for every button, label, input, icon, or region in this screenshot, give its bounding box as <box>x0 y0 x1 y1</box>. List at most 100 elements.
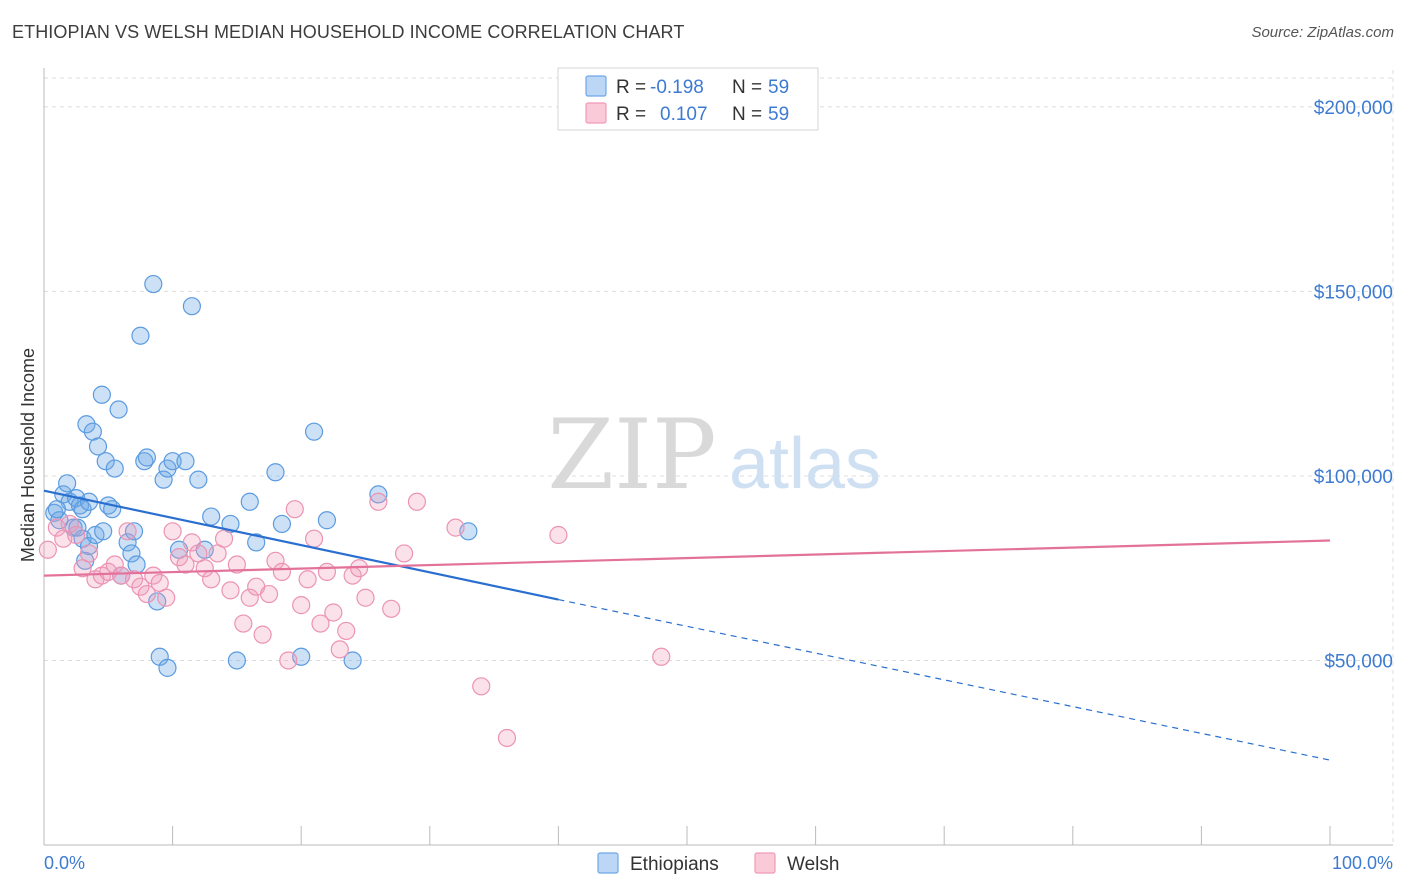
point-welsh <box>60 514 79 534</box>
point-ethiopians <box>158 658 177 677</box>
point-ethiopians <box>240 492 259 511</box>
legend-n-value-ethiopians: 59 <box>768 77 789 98</box>
y-tick-label: $50,000 <box>1324 651 1393 672</box>
point-welsh <box>176 555 195 574</box>
point-welsh <box>182 533 201 552</box>
legend-swatch-welsh <box>754 852 776 874</box>
legend-n-label: N = <box>732 77 762 98</box>
point-welsh <box>234 614 253 633</box>
point-ethiopians <box>58 474 77 493</box>
series-legend: Ethiopians Welsh <box>597 852 839 875</box>
legend-n-value-welsh: 59 <box>768 104 789 125</box>
point-welsh <box>292 596 311 615</box>
y-tick-labels: $50,000 $100,000 $150,000 $200,000 <box>1314 98 1393 673</box>
point-welsh <box>446 518 465 537</box>
point-ethiopians <box>144 274 163 294</box>
point-ethiopians <box>73 500 92 519</box>
chart-title: ETHIOPIAN VS WELSH MEDIAN HOUSEHOLD INCO… <box>12 22 685 42</box>
legend-label-ethiopians: Ethiopians <box>630 854 719 875</box>
point-ethiopians <box>317 511 337 530</box>
point-ethiopians <box>163 452 182 471</box>
point-welsh <box>337 621 356 641</box>
point-welsh <box>67 525 86 545</box>
point-ethiopians <box>343 651 362 670</box>
axes <box>43 68 1393 846</box>
point-welsh <box>317 562 337 582</box>
legend-r-value-ethiopians: -0.198 <box>650 77 704 98</box>
x-tick-label-min: 0.0% <box>44 853 85 873</box>
point-ethiopians <box>137 448 156 467</box>
point-ethiopians <box>154 470 173 489</box>
point-welsh <box>259 584 279 604</box>
point-welsh <box>118 522 137 541</box>
point-ethiopians <box>50 511 69 530</box>
point-ethiopians <box>227 651 246 670</box>
legend-swatch-welsh <box>585 102 607 124</box>
point-welsh <box>549 525 568 545</box>
point-welsh <box>253 625 272 644</box>
point-ethiopians <box>202 507 221 526</box>
point-welsh <box>272 562 292 582</box>
point-welsh <box>124 570 144 589</box>
point-welsh <box>157 588 176 607</box>
legend-r-value-welsh: 0.107 <box>660 104 708 125</box>
point-welsh <box>131 577 150 596</box>
point-welsh <box>221 581 240 600</box>
point-welsh <box>144 566 163 585</box>
point-ethiopians <box>148 592 167 611</box>
correlation-legend: R = -0.198 N = 59 R = 0.107 N = 59 <box>557 67 819 131</box>
point-ethiopians <box>105 459 124 478</box>
point-welsh <box>652 647 671 666</box>
point-ethiopians <box>127 555 146 574</box>
point-ethiopians <box>92 385 111 404</box>
point-ethiopians <box>122 544 141 563</box>
point-ethiopians <box>94 522 113 541</box>
point-welsh <box>38 540 57 559</box>
point-welsh <box>298 570 317 589</box>
point-ethiopians <box>77 415 96 434</box>
point-ethiopians <box>131 326 150 345</box>
point-ethiopians <box>88 437 108 456</box>
x-tick-label-max: 100.0% <box>1332 853 1393 873</box>
y-tick-label: $200,000 <box>1314 98 1393 119</box>
point-welsh <box>369 492 388 511</box>
legend-n-label: N = <box>732 104 762 125</box>
point-welsh <box>356 588 375 607</box>
point-ethiopians <box>79 536 99 556</box>
legend-label-welsh: Welsh <box>787 854 839 875</box>
point-welsh <box>169 548 189 567</box>
point-ethiopians <box>369 485 388 504</box>
legend-r-label: R = <box>616 77 646 98</box>
point-welsh <box>202 570 221 589</box>
watermark-zip: ZIP <box>547 399 716 511</box>
y-tick-label: $150,000 <box>1314 282 1393 303</box>
point-ethiopians <box>124 522 144 541</box>
data-points <box>38 274 671 748</box>
legend-r-label: R = <box>616 104 646 125</box>
trendline-welsh <box>43 539 1331 577</box>
point-ethiopians <box>247 533 266 552</box>
point-ethiopians <box>266 463 285 482</box>
point-welsh <box>382 599 401 618</box>
point-ethiopians <box>189 470 208 489</box>
point-ethiopians <box>109 400 128 419</box>
legend-swatch-ethiopians <box>597 852 619 874</box>
watermark: ZIP atlas <box>547 399 881 511</box>
point-welsh <box>137 584 156 604</box>
point-welsh <box>324 603 343 622</box>
point-ethiopians <box>176 452 195 471</box>
point-welsh <box>79 544 99 563</box>
point-welsh <box>497 728 517 748</box>
point-welsh <box>214 529 234 548</box>
gridlines <box>44 70 1394 845</box>
point-ethiopians <box>304 422 324 441</box>
point-welsh <box>394 544 414 563</box>
watermark-atlas: atlas <box>729 424 881 504</box>
point-welsh <box>304 529 324 548</box>
legend-swatch-ethiopians <box>585 75 607 97</box>
y-tick-label: $100,000 <box>1314 467 1393 488</box>
trend-lines <box>43 489 1331 761</box>
point-welsh <box>311 614 330 633</box>
trendline-ethiopians <box>43 489 559 601</box>
